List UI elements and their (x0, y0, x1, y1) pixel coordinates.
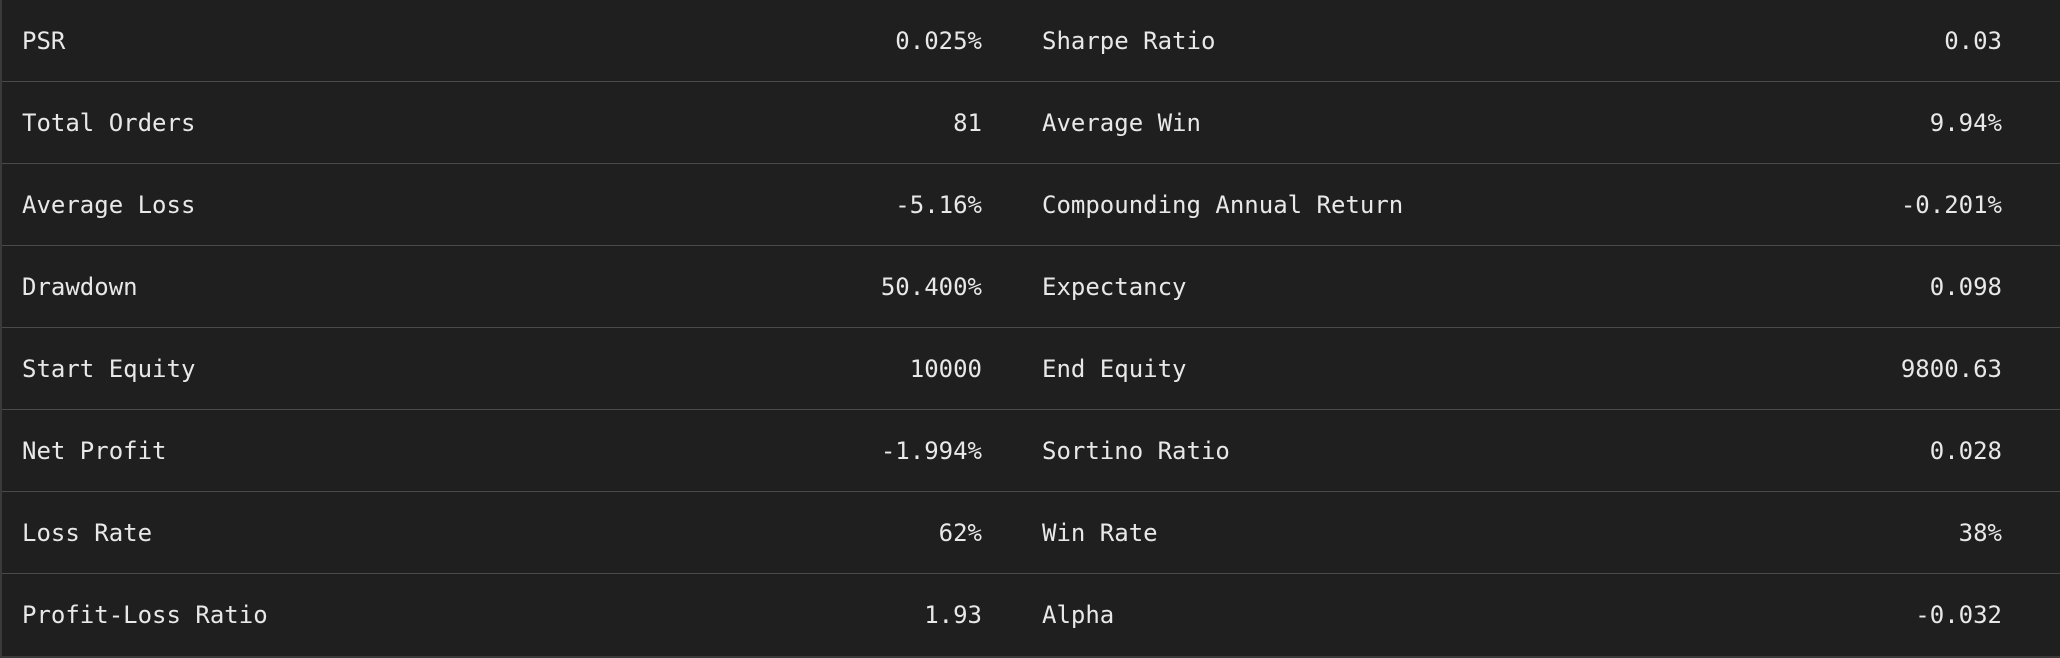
stats-row-net-profit: Net Profit -1.994% Sortino Ratio 0.028 (2, 410, 2060, 492)
stat-value: -1.994% (880, 437, 982, 465)
stats-row-psr: PSR 0.025% Sharpe Ratio 0.03 (2, 0, 2060, 82)
stat-label: Win Rate (1042, 519, 1158, 547)
stat-label: Loss Rate (22, 519, 153, 547)
stat-label: Profit-Loss Ratio (22, 601, 268, 629)
stats-row-profit-loss-ratio: Profit-Loss Ratio 1.93 Alpha -0.032 (2, 574, 2060, 656)
stat-value: 0.025% (895, 27, 982, 55)
stat-value: -0.032 (1915, 601, 2002, 629)
stat-value: 10000 (909, 355, 982, 383)
stat-label: Average Loss (22, 191, 196, 219)
stat-value: 9800.63 (1900, 355, 2002, 383)
stat-label: End Equity (1042, 355, 1187, 383)
stat-value: -5.16% (895, 191, 982, 219)
stat-value: 62% (938, 519, 982, 547)
stat-label: PSR (22, 27, 66, 55)
stat-label: Average Win (1042, 109, 1201, 137)
stat-value: 38% (1958, 519, 2002, 547)
stats-row-average-loss: Average Loss -5.16% Compounding Annual R… (2, 164, 2060, 246)
stat-value: 0.03 (1944, 27, 2002, 55)
stat-label: Expectancy (1042, 273, 1187, 301)
stat-value: 81 (953, 109, 982, 137)
stat-label: Sharpe Ratio (1042, 27, 1216, 55)
stat-value: 1.93 (924, 601, 982, 629)
stats-row-start-equity: Start Equity 10000 End Equity 9800.63 (2, 328, 2060, 410)
stats-row-loss-rate: Loss Rate 62% Win Rate 38% (2, 492, 2060, 574)
stat-label: Sortino Ratio (1042, 437, 1230, 465)
stat-label: Net Profit (22, 437, 167, 465)
stat-value: 0.028 (1929, 437, 2002, 465)
stat-label: Alpha (1042, 601, 1115, 629)
stat-label: Drawdown (22, 273, 138, 301)
stat-value: 9.94% (1929, 109, 2002, 137)
stat-label: Total Orders (22, 109, 196, 137)
stat-label: Start Equity (22, 355, 196, 383)
stats-row-drawdown: Drawdown 50.400% Expectancy 0.098 (2, 246, 2060, 328)
stat-value: -0.201% (1900, 191, 2002, 219)
stat-label: Compounding Annual Return (1042, 191, 1404, 219)
stat-value: 0.098 (1929, 273, 2002, 301)
stat-value: 50.400% (880, 273, 982, 301)
stats-row-total-orders: Total Orders 81 Average Win 9.94% (2, 82, 2060, 164)
